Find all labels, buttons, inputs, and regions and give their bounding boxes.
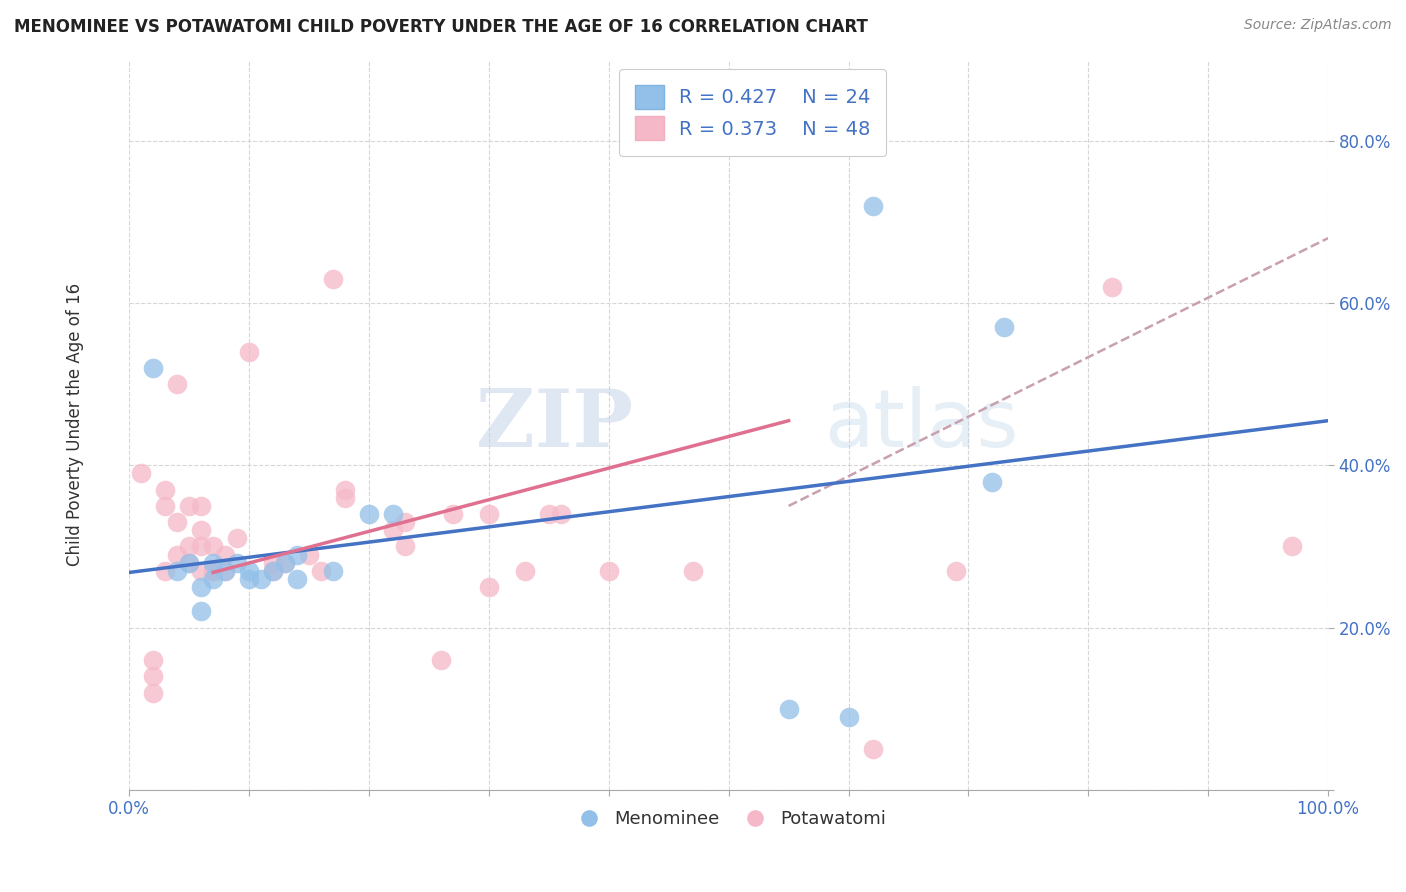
- Point: [537, 507, 560, 521]
- Point: [238, 344, 260, 359]
- Text: Child Poverty Under the Age of 16: Child Poverty Under the Age of 16: [66, 283, 84, 566]
- Point: [262, 564, 284, 578]
- Point: [862, 742, 884, 756]
- Point: [190, 564, 212, 578]
- Point: [862, 199, 884, 213]
- Point: [190, 540, 212, 554]
- Point: [155, 483, 177, 497]
- Point: [142, 361, 165, 376]
- Point: [202, 564, 225, 578]
- Point: [357, 507, 380, 521]
- Point: [945, 564, 967, 578]
- Point: [981, 475, 1004, 489]
- Point: [333, 491, 356, 505]
- Point: [598, 564, 620, 578]
- Point: [214, 564, 236, 578]
- Point: [214, 564, 236, 578]
- Point: [166, 564, 188, 578]
- Point: [190, 523, 212, 537]
- Point: [550, 507, 572, 521]
- Point: [142, 669, 165, 683]
- Point: [142, 685, 165, 699]
- Text: atlas: atlas: [824, 385, 1019, 464]
- Point: [441, 507, 464, 521]
- Point: [285, 572, 308, 586]
- Point: [155, 499, 177, 513]
- Point: [226, 532, 249, 546]
- Point: [179, 499, 201, 513]
- Point: [202, 564, 225, 578]
- Point: [333, 483, 356, 497]
- Point: [250, 572, 273, 586]
- Point: [179, 540, 201, 554]
- Point: [309, 564, 332, 578]
- Legend: Menominee, Potawatomi: Menominee, Potawatomi: [564, 803, 894, 836]
- Point: [1101, 280, 1123, 294]
- Point: [285, 548, 308, 562]
- Point: [478, 507, 501, 521]
- Point: [214, 548, 236, 562]
- Point: [382, 507, 405, 521]
- Point: [166, 377, 188, 392]
- Point: [394, 540, 416, 554]
- Point: [155, 564, 177, 578]
- Point: [238, 572, 260, 586]
- Point: [142, 653, 165, 667]
- Text: Source: ZipAtlas.com: Source: ZipAtlas.com: [1244, 18, 1392, 32]
- Text: ZIP: ZIP: [475, 385, 633, 464]
- Point: [298, 548, 321, 562]
- Point: [190, 580, 212, 594]
- Point: [1281, 540, 1303, 554]
- Point: [478, 580, 501, 594]
- Point: [274, 556, 297, 570]
- Point: [430, 653, 453, 667]
- Point: [226, 556, 249, 570]
- Point: [179, 556, 201, 570]
- Point: [394, 515, 416, 529]
- Point: [190, 499, 212, 513]
- Point: [262, 556, 284, 570]
- Point: [682, 564, 704, 578]
- Point: [202, 572, 225, 586]
- Point: [166, 548, 188, 562]
- Point: [993, 320, 1015, 334]
- Text: MENOMINEE VS POTAWATOMI CHILD POVERTY UNDER THE AGE OF 16 CORRELATION CHART: MENOMINEE VS POTAWATOMI CHILD POVERTY UN…: [14, 18, 868, 36]
- Point: [778, 702, 800, 716]
- Point: [202, 556, 225, 570]
- Point: [190, 604, 212, 618]
- Point: [274, 556, 297, 570]
- Point: [382, 523, 405, 537]
- Point: [202, 540, 225, 554]
- Point: [262, 564, 284, 578]
- Point: [322, 564, 344, 578]
- Point: [166, 515, 188, 529]
- Point: [129, 467, 152, 481]
- Point: [838, 710, 860, 724]
- Point: [513, 564, 536, 578]
- Point: [322, 271, 344, 285]
- Point: [179, 556, 201, 570]
- Point: [238, 564, 260, 578]
